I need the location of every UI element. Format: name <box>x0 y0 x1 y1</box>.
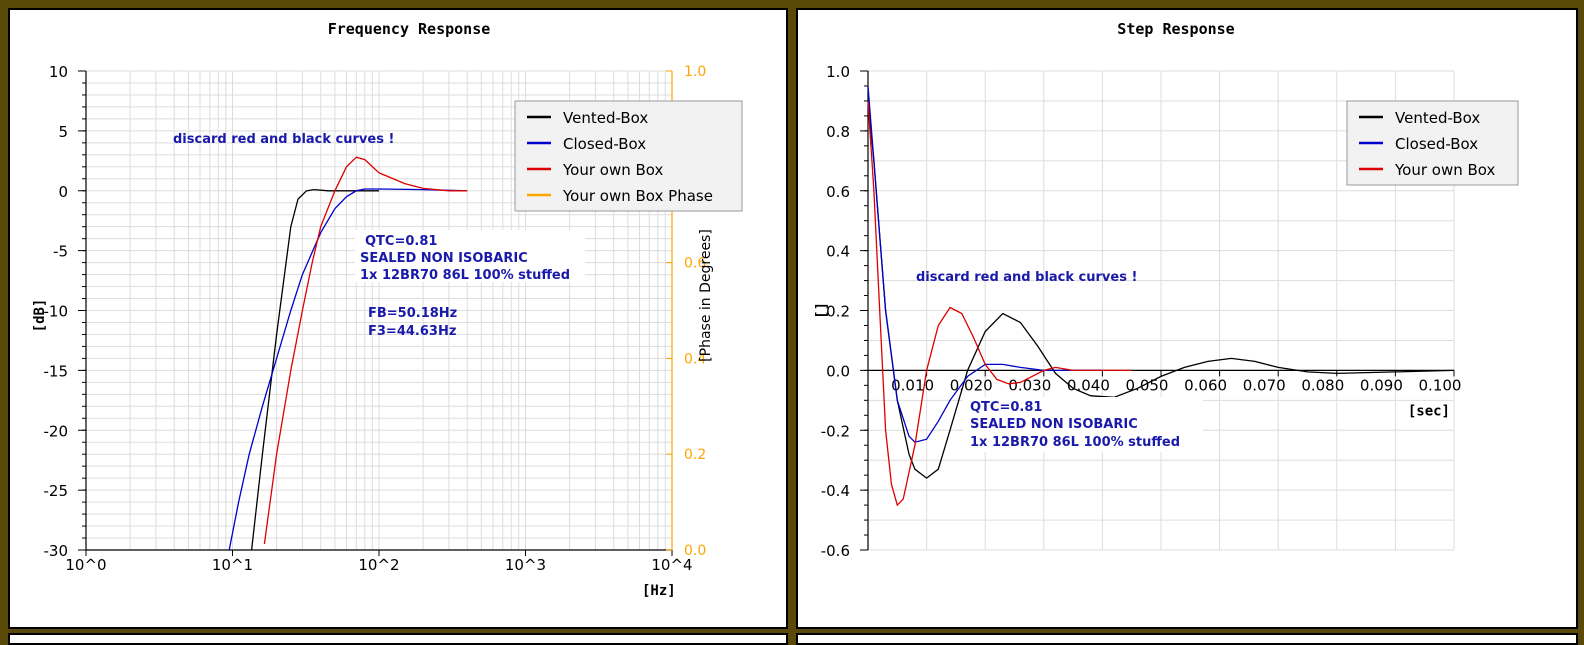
x-tick-label: 0.080 <box>1301 376 1344 394</box>
y-tick-label: -0.4 <box>821 482 850 500</box>
legend-entry: Your own Box <box>1394 161 1496 179</box>
annotation-qtc: QTC=0.81 <box>970 400 1042 415</box>
y2-tick-label: 1.0 <box>684 64 706 80</box>
x-tick-label: 0.090 <box>1360 376 1403 394</box>
legend-entry: Vented-Box <box>563 109 648 127</box>
legend-entry: Closed-Box <box>563 135 646 153</box>
annotation-qtc: QTC=0.81 <box>365 234 437 249</box>
y-tick-label: -0.6 <box>821 542 850 560</box>
y-tick-label: 10 <box>49 63 68 81</box>
y-tick-label: 0.2 <box>826 303 850 321</box>
annotation-f3: F3=44.63Hz <box>368 324 456 339</box>
y-tick-label: 0.4 <box>826 243 850 261</box>
y-tick-label: 0 <box>58 183 68 201</box>
y-tick-label: 1.0 <box>826 63 850 81</box>
x-tick-label: 0.100 <box>1419 376 1462 394</box>
x-tick-label: 0.060 <box>1184 376 1227 394</box>
y-tick-label: -5 <box>53 243 68 261</box>
annotation-driver: 1x 12BR70 86L 100% stuffed <box>970 435 1180 450</box>
y-axis-label: [dB] <box>32 299 48 333</box>
x-tick-label: 0.010 <box>891 376 934 394</box>
y-tick-label: -25 <box>44 482 69 500</box>
y2-tick-label: 0.4 <box>684 351 706 367</box>
bottom-panel-left <box>8 633 788 645</box>
x-tick-label: 0.050 <box>1126 376 1169 394</box>
y-tick-label: -30 <box>44 542 69 560</box>
legend-entry: Your own Box <box>562 161 664 179</box>
annotation-bg <box>355 230 585 282</box>
y-tick-label: 0.0 <box>826 362 850 380</box>
y2-tick-label: 0.0 <box>684 543 706 559</box>
step-response-panel: Step Response 1.0 0.8 0.6 0.4 0.2 0.0 -0.2 -0.4 -… <box>796 8 1578 629</box>
annotation-fb: FB=50.18Hz <box>368 306 457 321</box>
annotation-bg <box>963 397 1203 452</box>
x-tick-label: 0.020 <box>950 376 993 394</box>
chart-title: Frequency Response <box>328 20 491 38</box>
legend-entry: Vented-Box <box>1395 109 1480 127</box>
y-axis-label: [] <box>814 302 830 319</box>
y-tick-label: -20 <box>44 422 69 440</box>
series-line-your-own-box <box>263 156 468 545</box>
annotation-sealed: SEALED NON ISOBARIC <box>970 417 1138 432</box>
annotation-note: discard red and black curves ! <box>916 270 1137 285</box>
series-line-vented-box <box>250 188 379 551</box>
legend-box <box>514 100 743 212</box>
series-line-vented-box <box>867 100 1455 479</box>
y2-tick-label: 0.6 <box>684 256 706 272</box>
annotation-note: discard red and black curves ! <box>173 132 394 147</box>
step-response-chart: Step Response 1.0 0.8 0.6 0.4 0.2 0.0 -0.2 -0.4 -… <box>814 20 1519 560</box>
frequency-response-chart: Frequency Response1050-5-10-15-20-25-301… <box>32 20 743 599</box>
x-axis-label: [sec] <box>1408 403 1450 419</box>
x-tick-label: 10^3 <box>505 556 546 574</box>
bottom-panel-right <box>796 633 1578 645</box>
x-tick-label: 0.070 <box>1243 376 1286 394</box>
y-tick-label: 5 <box>58 123 68 141</box>
y-tick-label: -0.2 <box>821 422 850 440</box>
x-tick-label: 10^2 <box>358 556 399 574</box>
x-tick-label: 0.030 <box>1008 376 1051 394</box>
series-line-closed-box <box>867 85 1103 443</box>
x-tick-label: 10^4 <box>651 556 692 574</box>
frequency-response-panel: Frequency Response 10 5 0 -5 -10 -15 -20 -25 -30 1… <box>8 8 788 629</box>
y-tick-label: 0.6 <box>826 183 850 201</box>
legend-entry: Your own Box Phase <box>562 187 713 205</box>
x-tick-label: 10^1 <box>212 556 253 574</box>
x-axis-label: [Hz] <box>642 583 676 599</box>
y-tick-label: -10 <box>44 303 69 321</box>
y2-tick-label: 0.2 <box>684 447 706 463</box>
y-tick-label: -15 <box>44 362 69 380</box>
x-tick-label: 10^0 <box>65 556 106 574</box>
chart-title: Step Response <box>1117 20 1234 38</box>
y-tick-label: 0.8 <box>826 123 850 141</box>
annotation-sealed: SEALED NON ISOBARIC <box>360 251 528 266</box>
legend-entry: Closed-Box <box>1395 135 1478 153</box>
y2-axis-label: [Phase in Degrees] <box>698 229 714 362</box>
series-line-closed-box <box>228 188 468 551</box>
series-line-your-own-box <box>867 100 1132 507</box>
x-tick-label: 0.040 <box>1067 376 1110 394</box>
annotation-driver: 1x 12BR70 86L 100% stuffed <box>360 268 570 283</box>
